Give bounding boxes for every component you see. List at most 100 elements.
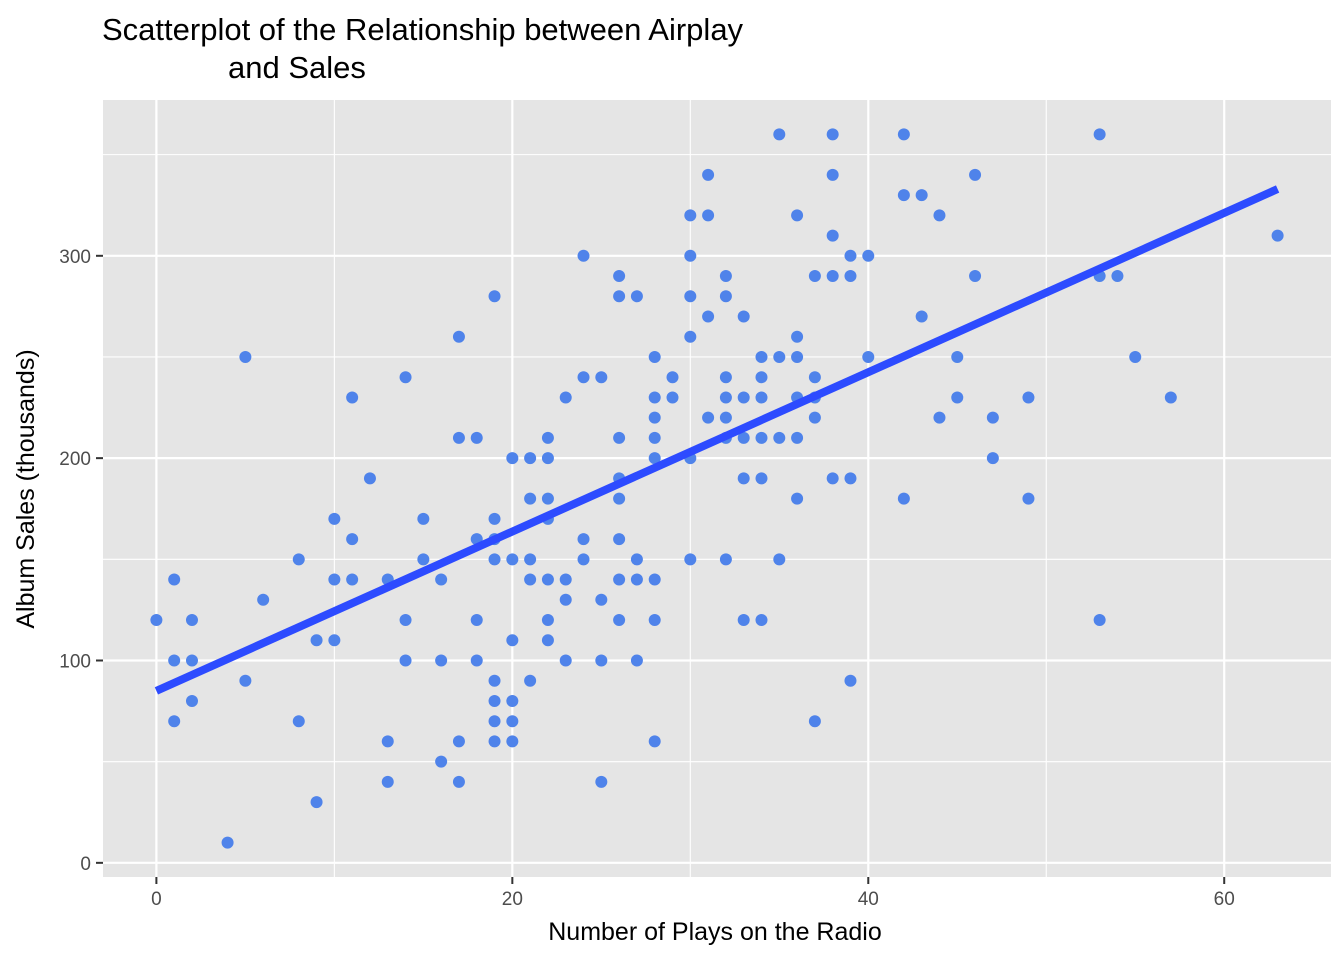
data-point (630, 553, 643, 566)
data-point (684, 290, 697, 303)
y-tick-label: 200 (59, 449, 91, 470)
x-tick-label: 0 (151, 889, 162, 910)
data-point (488, 290, 501, 303)
data-point (417, 512, 430, 525)
data-point (292, 715, 305, 728)
y-tick-label: 0 (80, 854, 91, 875)
data-point (363, 472, 376, 485)
data-point (506, 634, 519, 647)
data-point (488, 735, 501, 748)
data-point (648, 735, 661, 748)
data-point (986, 452, 999, 465)
data-point (328, 512, 341, 525)
data-point (613, 492, 626, 505)
data-point (1271, 229, 1284, 242)
data-point (381, 735, 394, 748)
data-point (452, 330, 465, 343)
data-point (826, 168, 839, 181)
data-point (506, 735, 519, 748)
data-point (524, 452, 537, 465)
data-point (257, 593, 270, 606)
data-point (221, 836, 234, 849)
data-point (524, 553, 537, 566)
chart-title-line-2: and Sales (228, 50, 366, 85)
data-point (1111, 270, 1124, 283)
data-point (346, 573, 359, 586)
data-point (150, 614, 163, 627)
data-point (613, 614, 626, 627)
data-point (613, 573, 626, 586)
data-point (791, 209, 804, 222)
data-point (1164, 391, 1177, 404)
data-point (1129, 350, 1142, 363)
data-point (791, 431, 804, 444)
data-point (613, 290, 626, 303)
data-point (648, 431, 661, 444)
data-point (559, 573, 572, 586)
data-point (488, 512, 501, 525)
x-axis-title: Number of Plays on the Radio (548, 918, 882, 946)
data-point (328, 573, 341, 586)
data-point (506, 694, 519, 707)
data-point (719, 371, 732, 384)
data-point (719, 391, 732, 404)
data-point (826, 229, 839, 242)
data-point (435, 573, 448, 586)
data-point (915, 189, 928, 202)
data-point (862, 350, 875, 363)
data-point (826, 270, 839, 283)
data-point (613, 431, 626, 444)
plot-panel (103, 100, 1331, 877)
data-point (719, 411, 732, 424)
data-point (826, 472, 839, 485)
data-point (648, 614, 661, 627)
data-point (399, 654, 412, 667)
data-point (773, 431, 786, 444)
data-point (933, 209, 946, 222)
data-point (755, 371, 768, 384)
data-point (541, 614, 554, 627)
data-point (1093, 614, 1106, 627)
data-point (524, 492, 537, 505)
data-point (470, 654, 483, 667)
data-point (524, 573, 537, 586)
y-axis-title: Album Sales (thousands) (12, 349, 40, 628)
data-point (666, 371, 679, 384)
data-point (648, 391, 661, 404)
data-point (791, 350, 804, 363)
data-point (630, 573, 643, 586)
data-point (435, 755, 448, 768)
data-point (755, 614, 768, 627)
data-point (808, 371, 821, 384)
data-point (844, 270, 857, 283)
data-point (915, 310, 928, 323)
data-point (541, 492, 554, 505)
data-point (791, 492, 804, 505)
x-axis-ticks: 0 20 40 60 (151, 877, 1235, 910)
data-point (559, 654, 572, 667)
data-point (844, 249, 857, 262)
data-point (168, 715, 181, 728)
minor-gridlines (103, 100, 1331, 877)
data-point (168, 654, 181, 667)
data-point (577, 371, 590, 384)
data-point (773, 128, 786, 141)
data-point (630, 654, 643, 667)
data-point (577, 533, 590, 546)
data-point (702, 168, 715, 181)
data-point (808, 715, 821, 728)
data-point (577, 249, 590, 262)
data-point (488, 715, 501, 728)
data-point (773, 553, 786, 566)
data-point (506, 715, 519, 728)
data-point (328, 634, 341, 647)
data-point (755, 431, 768, 444)
data-point (737, 431, 750, 444)
major-gridlines (103, 100, 1331, 877)
data-point (506, 452, 519, 465)
data-point (844, 674, 857, 687)
data-point (488, 694, 501, 707)
data-point (310, 634, 323, 647)
data-point (808, 411, 821, 424)
